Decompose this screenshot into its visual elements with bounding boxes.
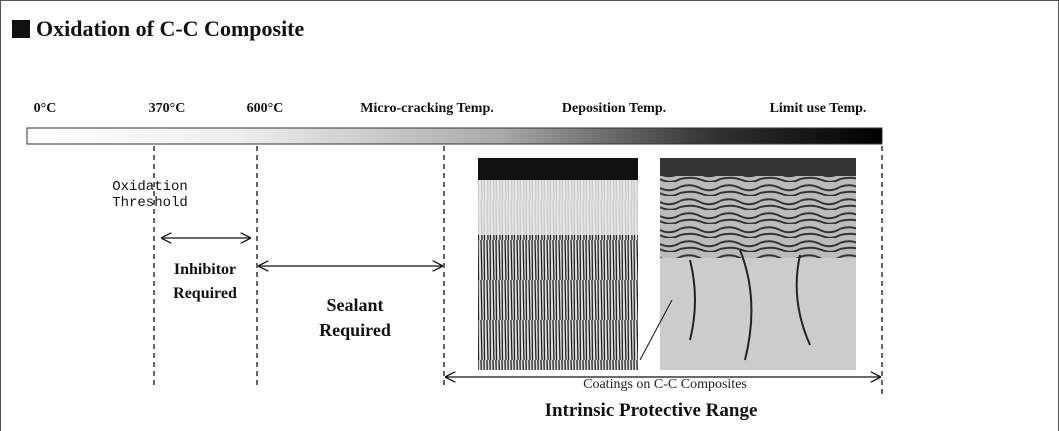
micrograph bbox=[478, 158, 638, 370]
caption: Coatings on C-C Composites bbox=[583, 377, 747, 392]
scale-label: Limit use Temp. bbox=[770, 101, 867, 116]
scale-label: 600°C bbox=[247, 101, 284, 116]
scale-label: 0°C bbox=[34, 101, 57, 116]
region-label: Sealant bbox=[326, 295, 383, 315]
region-label: Inhibitor bbox=[174, 261, 236, 278]
scale-label: Micro-cracking Temp. bbox=[360, 101, 494, 116]
region-label: Intrinsic Protective Range bbox=[545, 400, 758, 421]
title-bullet bbox=[12, 20, 30, 38]
temperature-bar bbox=[27, 128, 882, 144]
scale-label: Deposition Temp. bbox=[562, 101, 666, 116]
scale-label: 370°C bbox=[149, 101, 186, 116]
diagram: Oxidation of C-C Composite 0°C 370°C 600… bbox=[0, 0, 1059, 431]
region-label: Oxidation bbox=[112, 179, 188, 195]
region-label: Required bbox=[319, 320, 391, 340]
region-label: Threshold bbox=[112, 195, 188, 211]
title: Oxidation of C-C Composite bbox=[36, 16, 305, 41]
region-label: Required bbox=[173, 285, 237, 302]
micrograph bbox=[660, 158, 856, 370]
